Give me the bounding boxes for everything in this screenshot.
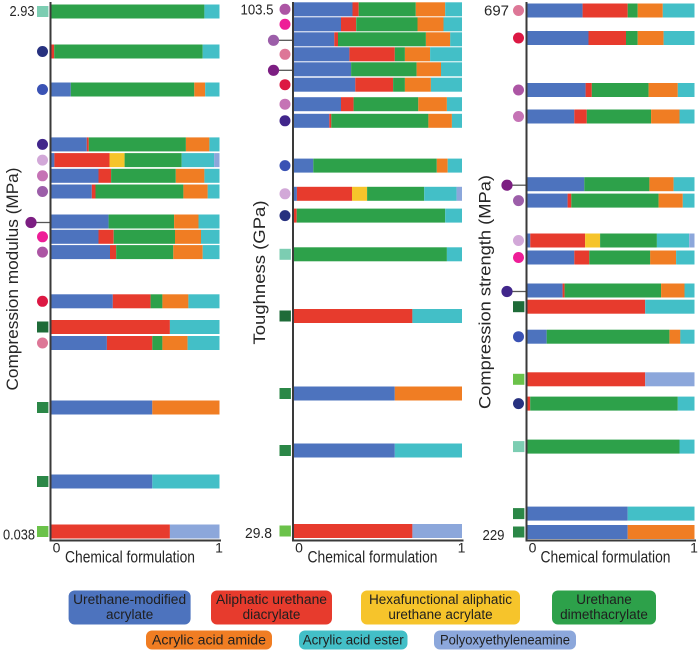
svg-text:Urethane: Urethane <box>576 592 632 607</box>
svg-text:697: 697 <box>484 4 509 20</box>
svg-text:2.93: 2.93 <box>10 4 35 20</box>
svg-text:Aliphatic urethane: Aliphatic urethane <box>216 592 327 607</box>
svg-text:0: 0 <box>295 540 303 556</box>
svg-text:Hexafunctional aliphatic: Hexafunctional aliphatic <box>369 592 512 607</box>
svg-text:urethane acrylate: urethane acrylate <box>388 607 492 622</box>
svg-text:Compression strength (MPa): Compression strength (MPa) <box>476 175 495 409</box>
svg-text:103.5: 103.5 <box>241 3 274 19</box>
svg-text:Compression modulus (MPa): Compression modulus (MPa) <box>3 168 22 391</box>
svg-text:0: 0 <box>53 540 61 556</box>
svg-text:Acrylic acid ester: Acrylic acid ester <box>303 633 404 648</box>
svg-text:dimethacrylate: dimethacrylate <box>560 607 648 622</box>
svg-text:Chemical formulation: Chemical formulation <box>541 548 671 567</box>
svg-text:acrylate: acrylate <box>106 607 153 622</box>
svg-text:Chemical formulation: Chemical formulation <box>65 548 195 567</box>
svg-text:diacrylate: diacrylate <box>243 607 301 622</box>
svg-text:0: 0 <box>529 540 537 556</box>
svg-text:1: 1 <box>215 540 223 556</box>
svg-text:Urethane-modified: Urethane-modified <box>73 592 186 607</box>
svg-text:0.038: 0.038 <box>3 528 35 544</box>
svg-text:Acrylic acid amide: Acrylic acid amide <box>152 633 266 648</box>
svg-text:229: 229 <box>483 528 505 544</box>
svg-text:1: 1 <box>690 540 698 556</box>
svg-text:Toughness (GPa): Toughness (GPa) <box>250 201 269 345</box>
svg-text:Chemical formulation: Chemical formulation <box>308 548 438 567</box>
svg-text:29.8: 29.8 <box>245 526 272 542</box>
svg-text:1: 1 <box>458 540 466 556</box>
svg-text:Polyoxyethyleneamine: Polyoxyethyleneamine <box>440 633 570 648</box>
